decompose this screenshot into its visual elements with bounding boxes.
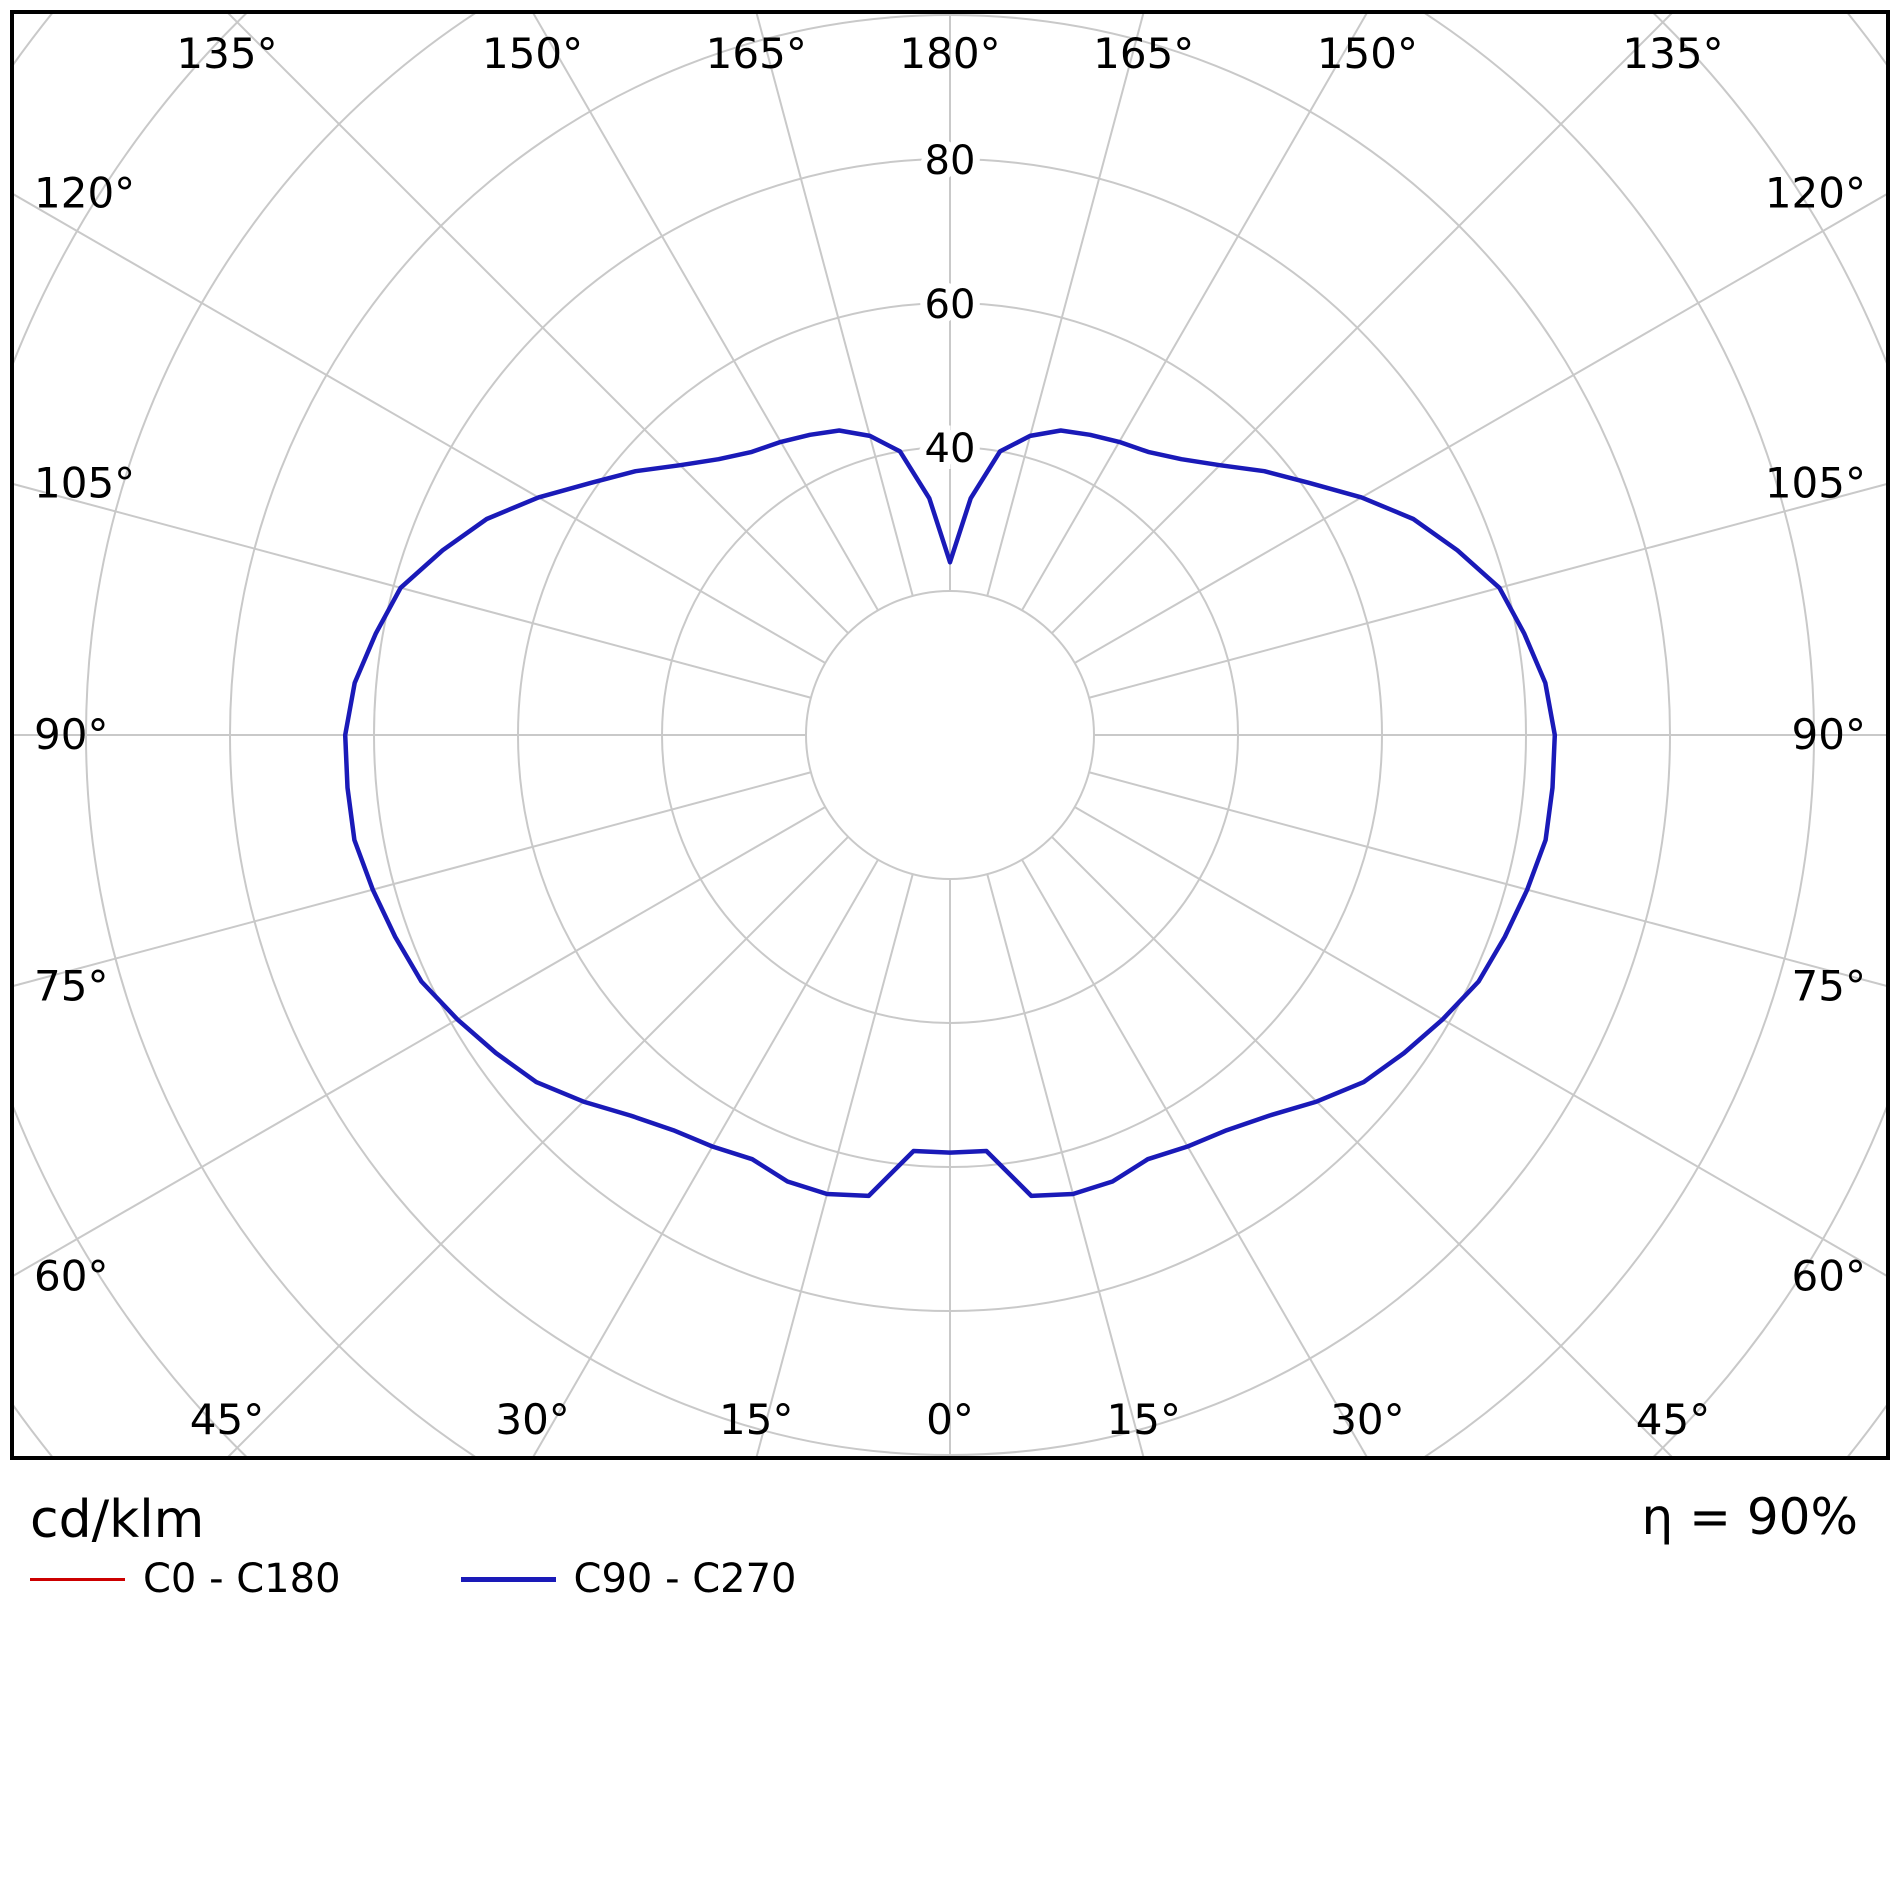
angle-label: 150°: [1317, 29, 1418, 78]
radial-tick-label: 80: [925, 138, 976, 184]
legend-item-c0-c180: C0 - C180: [30, 1556, 341, 1602]
angle-label: 120°: [1765, 168, 1866, 217]
legend: C0 - C180 C90 - C270: [30, 1556, 917, 1602]
legend-label-c90-c270: C90 - C270: [573, 1556, 797, 1602]
angle-label: 45°: [190, 1395, 264, 1444]
angle-label: 105°: [34, 459, 135, 508]
curve-C90-C270: [342, 428, 1558, 1199]
angle-label: 90°: [1792, 710, 1866, 759]
angle-label: 30°: [1330, 1395, 1404, 1444]
angle-label: 165°: [1093, 29, 1194, 78]
angle-label: 105°: [1765, 459, 1866, 508]
angle-label: 30°: [495, 1395, 569, 1444]
legend-item-c90-c270: C90 - C270: [460, 1556, 797, 1602]
angle-label: 15°: [719, 1395, 793, 1444]
angle-label: 180°: [899, 29, 1000, 78]
c90-c270-line-swatch-icon: [460, 1576, 556, 1582]
angle-label: 45°: [1636, 1395, 1710, 1444]
efficiency-label: η = 90%: [1641, 1488, 1858, 1546]
angle-label: 135°: [176, 29, 277, 78]
angle-label: 60°: [1792, 1252, 1866, 1301]
angle-label: 165°: [706, 29, 807, 78]
chart-frame: [10, 10, 1890, 1460]
angle-label: 60°: [34, 1252, 108, 1301]
radial-tick-label: 60: [925, 282, 976, 328]
c0-c180-line-swatch-icon: [30, 1577, 125, 1581]
units-label: cd/klm: [30, 1490, 205, 1550]
angle-label: 120°: [34, 168, 135, 217]
angle-label: 90°: [34, 710, 108, 759]
angle-label: 15°: [1107, 1395, 1181, 1444]
angle-label: 0°: [926, 1395, 974, 1444]
radial-tick-label: 40: [925, 426, 976, 472]
polar-grid: [12, 12, 1888, 1458]
angle-label: 75°: [34, 961, 108, 1010]
angle-label: 75°: [1792, 961, 1866, 1010]
angle-label: 150°: [482, 29, 583, 78]
polar-intensity-chart: 40 60 80 0° 15° 15° 30° 30° 45° 45° 60° 60° 75° 75° 90…: [10, 10, 1890, 1460]
legend-label-c0-c180: C0 - C180: [143, 1556, 341, 1602]
angle-label: 135°: [1622, 29, 1723, 78]
